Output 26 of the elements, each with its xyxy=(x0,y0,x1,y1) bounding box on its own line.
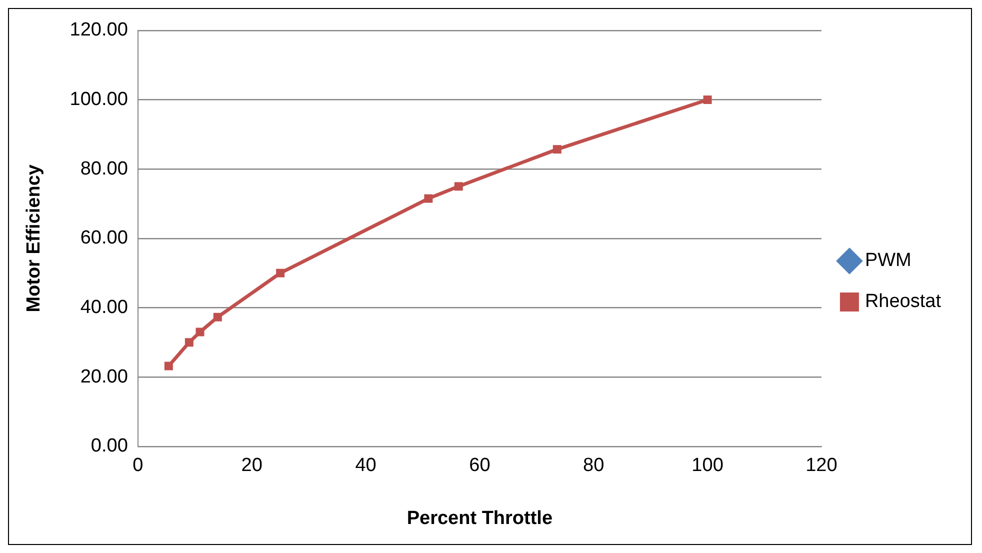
y-tick-label: 0.00 xyxy=(90,436,128,457)
point xyxy=(184,338,194,347)
y-tick-label: 20.00 xyxy=(80,366,128,388)
y-tick-label: 60.00 xyxy=(80,228,128,249)
x-tick-label: 100 xyxy=(692,455,724,476)
y-tick-label: 120.00 xyxy=(70,20,128,41)
point xyxy=(213,312,222,322)
legend-label: PWM xyxy=(864,250,912,272)
point xyxy=(276,268,285,278)
x-tick-label: 60 xyxy=(469,455,490,476)
x-tick-label: 80 xyxy=(583,455,604,476)
x-tick-label: 0 xyxy=(132,455,144,476)
y-tick-label: 40.00 xyxy=(80,296,128,318)
point xyxy=(164,362,173,370)
point xyxy=(552,145,562,154)
point xyxy=(703,95,712,104)
point xyxy=(454,182,463,191)
y-tick-label: 80.00 xyxy=(80,158,128,180)
y-axis-title: Motor Efficiency xyxy=(24,164,45,312)
legend-label: Rheostat xyxy=(864,291,942,312)
x-tick-label: 40 xyxy=(355,455,376,476)
x-tick-label: 20 xyxy=(241,455,262,476)
x-axis-title: Percent Throttle xyxy=(406,508,553,529)
y-tick-label: 100.00 xyxy=(70,88,128,110)
point xyxy=(424,194,433,203)
x-tick-label: 120 xyxy=(806,455,838,476)
